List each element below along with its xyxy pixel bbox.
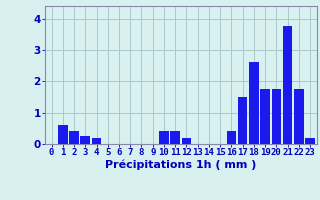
Bar <box>283 26 292 144</box>
Bar <box>58 125 68 144</box>
Bar <box>81 136 90 144</box>
Bar <box>171 131 180 144</box>
Bar <box>159 131 169 144</box>
Bar <box>69 131 79 144</box>
Bar <box>182 138 191 144</box>
Bar <box>272 89 281 144</box>
Bar <box>260 89 270 144</box>
Bar <box>249 62 259 144</box>
Bar <box>227 131 236 144</box>
Bar <box>92 138 101 144</box>
X-axis label: Précipitations 1h ( mm ): Précipitations 1h ( mm ) <box>105 160 257 170</box>
Bar <box>305 138 315 144</box>
Bar <box>238 97 247 144</box>
Bar <box>294 89 304 144</box>
